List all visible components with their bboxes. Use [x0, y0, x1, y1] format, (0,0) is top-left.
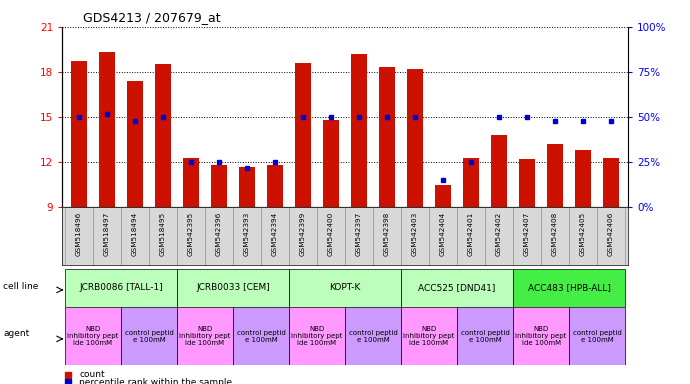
Text: GSM542395: GSM542395 [188, 212, 194, 256]
Text: agent: agent [3, 329, 30, 338]
Bar [380, 68, 395, 207]
Text: GSM542397: GSM542397 [356, 212, 362, 256]
Bar [121, 307, 177, 365]
Bar [457, 207, 485, 265]
Bar [233, 307, 289, 365]
Text: GSM542405: GSM542405 [580, 212, 586, 256]
Bar [289, 307, 345, 365]
Bar [99, 53, 115, 207]
Bar [547, 144, 563, 207]
Text: GSM518496: GSM518496 [76, 212, 82, 256]
Bar [177, 269, 289, 307]
Bar [211, 165, 226, 207]
Text: percentile rank within the sample: percentile rank within the sample [79, 378, 233, 384]
Text: NBD
inhibitory pept
ide 100mM: NBD inhibitory pept ide 100mM [515, 326, 566, 346]
Bar [520, 159, 535, 207]
Text: GSM542408: GSM542408 [552, 212, 558, 256]
Bar [464, 158, 479, 207]
Bar [345, 207, 373, 265]
Bar [541, 207, 569, 265]
Bar [121, 207, 149, 265]
Bar [513, 269, 625, 307]
Text: GSM542394: GSM542394 [272, 212, 278, 256]
Bar [149, 207, 177, 265]
Bar [603, 158, 619, 207]
Text: NBD
inhibitory pept
ide 100mM: NBD inhibitory pept ide 100mM [291, 326, 343, 346]
Bar [239, 167, 255, 207]
Bar [491, 135, 506, 207]
Text: JCRB0086 [TALL-1]: JCRB0086 [TALL-1] [79, 283, 163, 293]
Text: KOPT-K: KOPT-K [329, 283, 361, 293]
Text: control peptid
e 100mM: control peptid e 100mM [461, 329, 509, 343]
Bar [513, 207, 541, 265]
Bar [513, 307, 569, 365]
Text: ACC483 [HPB-ALL]: ACC483 [HPB-ALL] [528, 283, 611, 293]
Text: GSM542404: GSM542404 [440, 212, 446, 256]
Text: GSM542400: GSM542400 [328, 212, 334, 256]
Text: NBD
inhibitory pept
ide 100mM: NBD inhibitory pept ide 100mM [179, 326, 230, 346]
Bar [155, 65, 170, 207]
Text: GSM542396: GSM542396 [216, 212, 222, 256]
Text: GSM542401: GSM542401 [468, 212, 474, 256]
Bar [267, 165, 283, 207]
Bar [407, 69, 423, 207]
Text: control peptid
e 100mM: control peptid e 100mM [125, 329, 173, 343]
Bar [485, 207, 513, 265]
Text: control peptid
e 100mM: control peptid e 100mM [573, 329, 622, 343]
Bar [317, 207, 345, 265]
Bar [401, 307, 457, 365]
Text: GSM518495: GSM518495 [160, 212, 166, 256]
Text: GSM542403: GSM542403 [412, 212, 418, 256]
Bar [373, 207, 401, 265]
Bar [295, 63, 310, 207]
Text: GSM542393: GSM542393 [244, 212, 250, 256]
Bar [345, 307, 401, 365]
Bar [127, 81, 143, 207]
Bar [65, 207, 93, 265]
Bar [569, 207, 597, 265]
Text: GSM518494: GSM518494 [132, 212, 138, 256]
Bar [289, 269, 401, 307]
Text: JCRB0033 [CEM]: JCRB0033 [CEM] [196, 283, 270, 293]
Bar [177, 307, 233, 365]
Text: GSM518497: GSM518497 [104, 212, 110, 256]
Bar [575, 150, 591, 207]
Bar [401, 269, 513, 307]
Bar [93, 207, 121, 265]
Bar [177, 207, 205, 265]
Bar [65, 307, 121, 365]
Text: cell line: cell line [3, 281, 39, 291]
Bar [597, 207, 625, 265]
Text: control peptid
e 100mM: control peptid e 100mM [348, 329, 397, 343]
Bar [401, 207, 429, 265]
Bar [289, 207, 317, 265]
Bar [205, 207, 233, 265]
Text: GSM542402: GSM542402 [496, 212, 502, 256]
Text: GSM542407: GSM542407 [524, 212, 530, 256]
Text: count: count [79, 370, 105, 379]
Text: NBD
inhibitory pept
ide 100mM: NBD inhibitory pept ide 100mM [404, 326, 455, 346]
Bar [429, 207, 457, 265]
Bar [435, 185, 451, 207]
Bar [65, 269, 177, 307]
Bar [261, 207, 289, 265]
Text: control peptid
e 100mM: control peptid e 100mM [237, 329, 286, 343]
Bar [351, 54, 366, 207]
Bar [71, 61, 87, 207]
Text: ACC525 [DND41]: ACC525 [DND41] [418, 283, 495, 293]
Bar [233, 207, 261, 265]
Text: GDS4213 / 207679_at: GDS4213 / 207679_at [83, 12, 220, 25]
Text: GSM542398: GSM542398 [384, 212, 390, 256]
Bar [457, 307, 513, 365]
Text: GSM542406: GSM542406 [608, 212, 614, 256]
Text: GSM542399: GSM542399 [300, 212, 306, 256]
Bar [569, 307, 625, 365]
Bar [184, 158, 199, 207]
Text: NBD
inhibitory pept
ide 100mM: NBD inhibitory pept ide 100mM [67, 326, 119, 346]
Bar [324, 120, 339, 207]
